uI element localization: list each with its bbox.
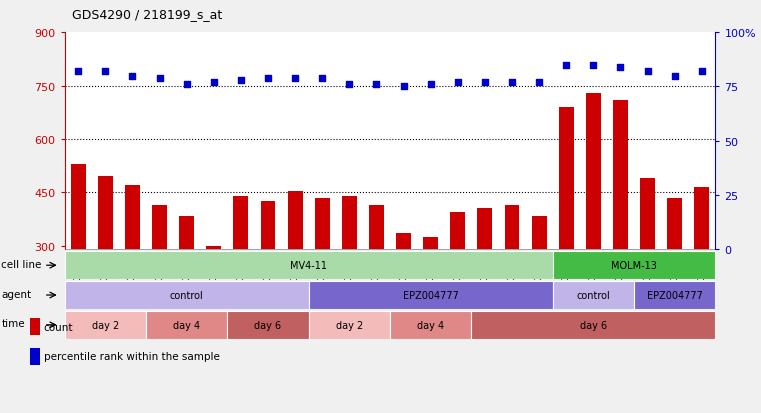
Bar (234, 197, 248, 250)
Point (289, 75, 301, 82)
Point (235, 77, 247, 84)
Text: day 2: day 2 (92, 320, 119, 330)
Bar (180, 216, 194, 250)
Bar (206, 246, 221, 250)
Bar (634, 281, 715, 309)
Bar (369, 205, 384, 250)
Point (316, 75, 328, 82)
Text: control: control (170, 290, 203, 300)
Point (154, 75, 166, 82)
Bar (505, 205, 520, 250)
Bar (315, 198, 330, 250)
Point (425, 82, 437, 88)
Point (262, 75, 274, 82)
Bar (694, 188, 709, 250)
Bar (552, 252, 715, 280)
Text: day 4: day 4 (173, 320, 200, 330)
Text: day 6: day 6 (580, 320, 607, 330)
Bar (71, 164, 86, 250)
Text: MV4-11: MV4-11 (290, 261, 327, 271)
Point (669, 73, 681, 80)
Point (479, 80, 491, 86)
Bar (30, 318, 40, 335)
Point (452, 80, 464, 86)
Point (560, 62, 572, 69)
Bar (390, 311, 471, 339)
Text: time: time (2, 319, 25, 329)
Bar (552, 281, 634, 309)
Text: day 6: day 6 (254, 320, 282, 330)
Bar (477, 209, 492, 250)
Bar (396, 234, 411, 250)
Bar (309, 311, 390, 339)
Point (343, 82, 355, 88)
Text: EPZ004777: EPZ004777 (647, 290, 702, 300)
Bar (532, 216, 546, 250)
Bar (98, 177, 113, 250)
Point (506, 80, 518, 86)
Point (397, 84, 409, 90)
Bar (65, 252, 552, 280)
Bar (451, 213, 465, 250)
Point (99, 69, 111, 75)
Bar (125, 186, 140, 250)
Bar (30, 348, 40, 365)
Text: percentile rank within the sample: percentile rank within the sample (44, 351, 220, 361)
Text: control: control (577, 290, 610, 300)
Point (208, 80, 220, 86)
Point (642, 69, 654, 75)
Bar (423, 237, 438, 250)
Bar (667, 198, 682, 250)
Bar (471, 311, 715, 339)
Text: day 2: day 2 (336, 320, 363, 330)
Bar (586, 93, 600, 250)
Point (696, 69, 708, 75)
Bar (309, 281, 552, 309)
Point (180, 82, 193, 88)
Point (72, 69, 84, 75)
Text: day 4: day 4 (417, 320, 444, 330)
Bar (228, 311, 309, 339)
Text: agent: agent (2, 289, 31, 299)
Bar (152, 205, 167, 250)
Point (126, 73, 139, 80)
Text: GDS4290 / 218199_s_at: GDS4290 / 218199_s_at (72, 8, 222, 21)
Bar (260, 202, 275, 250)
Bar (342, 197, 357, 250)
Text: MOLM-13: MOLM-13 (611, 261, 657, 271)
Bar (65, 311, 146, 339)
Point (533, 80, 545, 86)
Bar (288, 191, 303, 250)
Text: count: count (44, 322, 73, 332)
Bar (559, 108, 574, 250)
Point (614, 64, 626, 71)
Point (371, 82, 383, 88)
Text: EPZ004777: EPZ004777 (403, 290, 459, 300)
Bar (65, 281, 309, 309)
Text: cell line: cell line (2, 259, 42, 269)
Bar (146, 311, 228, 339)
Bar (613, 101, 628, 250)
Point (587, 62, 600, 69)
Bar (640, 179, 655, 250)
